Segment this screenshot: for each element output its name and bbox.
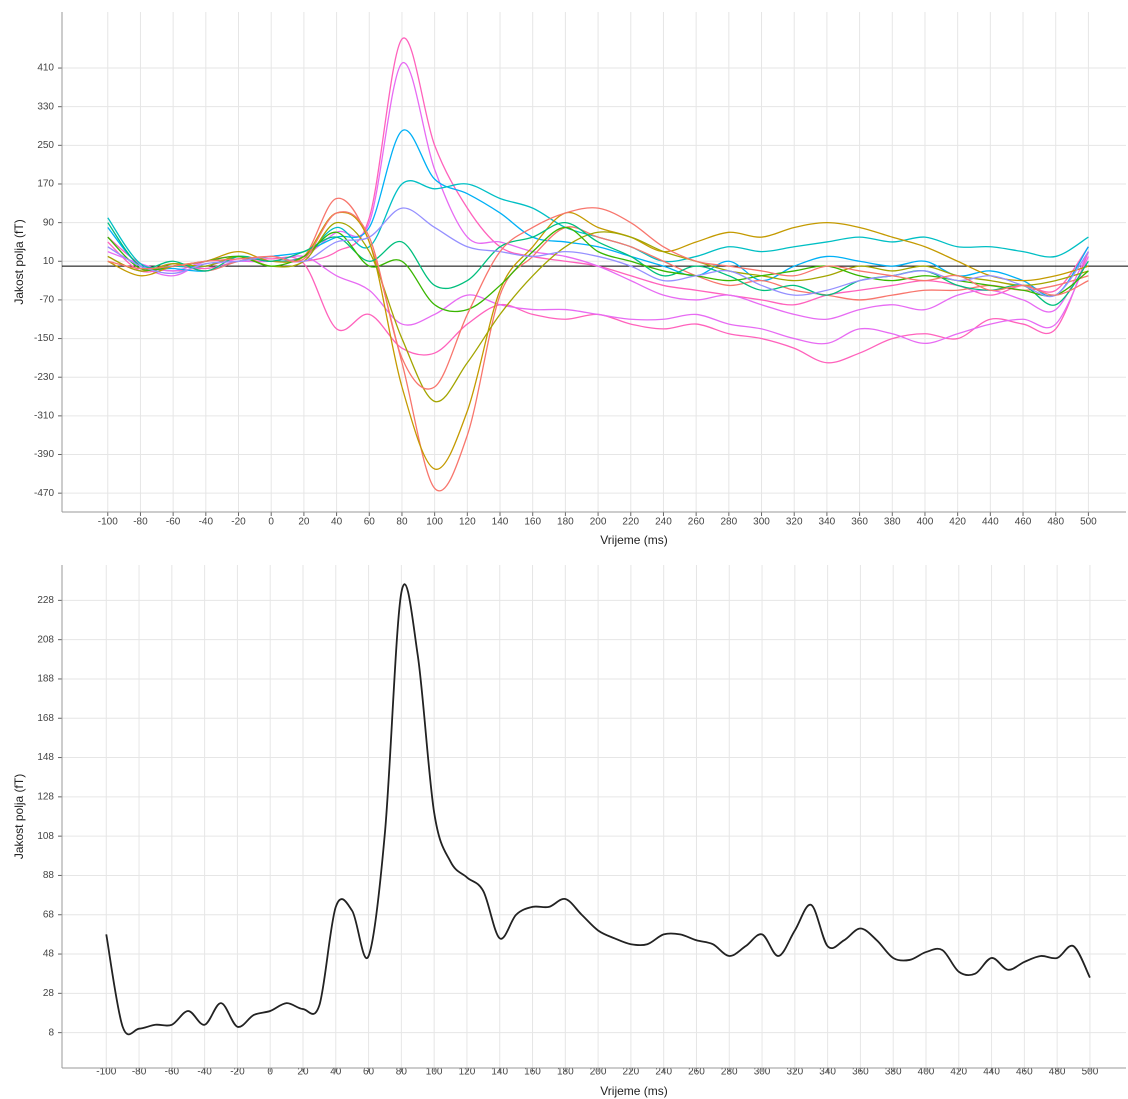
x-tick-label: 140	[491, 1067, 508, 1078]
x-tick-label: 480	[1047, 517, 1064, 528]
x-tick-label: 0	[268, 517, 274, 528]
x-tick-label: 440	[983, 1067, 1000, 1078]
x-tick-label: 20	[298, 517, 310, 528]
x-tick-label: 300	[753, 517, 770, 528]
x-tick-label: 400	[917, 517, 934, 528]
x-tick-label: 80	[396, 517, 408, 528]
x-tick-label: 240	[655, 517, 672, 528]
y-tick-label: 108	[37, 831, 54, 842]
y-tick-label: 188	[37, 674, 54, 685]
x-tick-label: 320	[786, 517, 803, 528]
x-tick-label: -40	[197, 1067, 212, 1078]
y-tick-label: -70	[40, 295, 55, 306]
x-tick-label: 180	[557, 1067, 574, 1078]
y-tick-label: 128	[37, 791, 54, 802]
x-tick-label: 0	[267, 1067, 273, 1078]
x-tick-label: 40	[331, 517, 343, 528]
x-axis-title: Vrijeme (ms)	[600, 1084, 668, 1098]
y-tick-label: 28	[43, 988, 55, 999]
data-line	[107, 207, 1089, 390]
y-tick-label: 8	[48, 1027, 54, 1038]
x-tick-label: -80	[132, 1067, 147, 1078]
x-tick-label: -60	[166, 517, 181, 528]
y-tick-label: 228	[37, 595, 54, 606]
y-tick-label: 330	[37, 101, 54, 112]
x-tick-label: 80	[396, 1067, 408, 1078]
x-axis-title: Vrijeme (ms)	[600, 533, 668, 547]
x-tick-label: 160	[524, 1067, 541, 1078]
x-tick-label: 280	[720, 517, 737, 528]
x-tick-label: 420	[950, 1067, 967, 1078]
y-tick-label: 148	[37, 752, 54, 763]
y-axis-title: Jakost polja (fT)	[12, 219, 26, 304]
x-tick-label: 460	[1015, 517, 1032, 528]
x-tick-label: 480	[1049, 1067, 1066, 1078]
x-tick-label: -20	[230, 1067, 245, 1078]
x-tick-label: 500	[1082, 1067, 1099, 1078]
x-tick-label: -60	[165, 1067, 180, 1078]
x-tick-label: 320	[786, 1067, 803, 1078]
y-tick-label: 208	[37, 634, 54, 645]
x-tick-label: 20	[297, 1067, 309, 1078]
x-tick-label: 220	[623, 1067, 640, 1078]
y-tick-label: -150	[34, 333, 54, 344]
x-tick-label: -40	[199, 517, 214, 528]
y-tick-label: 168	[37, 713, 54, 724]
x-tick-label: 100	[426, 517, 443, 528]
x-tick-label: -80	[133, 517, 148, 528]
x-tick-label: 360	[851, 517, 868, 528]
y-tick-label: 250	[37, 140, 54, 151]
x-tick-label: 260	[688, 517, 705, 528]
y-tick-label: 170	[37, 179, 54, 190]
x-tick-label: 420	[949, 517, 966, 528]
x-tick-label: 180	[557, 517, 574, 528]
x-tick-label: 120	[459, 1067, 476, 1078]
x-tick-label: 340	[819, 1067, 836, 1078]
x-tick-label: 500	[1080, 517, 1097, 528]
x-tick-label: 380	[884, 517, 901, 528]
y-tick-label: 90	[43, 217, 55, 228]
y-tick-label: -390	[34, 449, 54, 460]
y-axis-title: Jakost polja (fT)	[12, 774, 26, 859]
x-tick-label: 60	[363, 1067, 375, 1078]
x-tick-label: 440	[982, 517, 999, 528]
x-tick-label: 360	[852, 1067, 869, 1078]
x-tick-label: 40	[330, 1067, 342, 1078]
x-tick-label: 400	[918, 1067, 935, 1078]
x-tick-label: 200	[590, 517, 607, 528]
x-tick-label: 300	[754, 1067, 771, 1078]
x-tick-label: -20	[231, 517, 246, 528]
x-tick-label: 120	[459, 517, 476, 528]
x-tick-label: 200	[590, 1067, 607, 1078]
data-line	[105, 583, 1091, 1036]
x-tick-label: 380	[885, 1067, 902, 1078]
y-tick-label: -470	[34, 488, 54, 499]
x-tick-label: 140	[492, 517, 509, 528]
y-tick-label: -310	[34, 411, 54, 422]
y-tick-label: 68	[43, 909, 55, 920]
data-line	[107, 211, 1089, 470]
x-tick-label: 160	[524, 517, 541, 528]
x-tick-label: 460	[1016, 1067, 1033, 1078]
x-tick-label: 240	[655, 1067, 672, 1078]
x-tick-label: -100	[96, 1067, 116, 1078]
y-tick-label: 10	[43, 256, 55, 267]
x-tick-label: 280	[721, 1067, 738, 1078]
x-tick-label: -100	[98, 517, 118, 528]
x-tick-label: 220	[622, 517, 639, 528]
x-tick-label: 260	[688, 1067, 705, 1078]
x-tick-label: 60	[364, 517, 376, 528]
y-tick-label: -230	[34, 372, 54, 383]
data-line	[107, 226, 1089, 313]
y-tick-label: 48	[43, 949, 55, 960]
x-tick-label: 340	[819, 517, 836, 528]
y-tick-label: 88	[43, 870, 55, 881]
y-tick-label: 410	[37, 63, 54, 74]
x-tick-label: 100	[426, 1067, 443, 1078]
